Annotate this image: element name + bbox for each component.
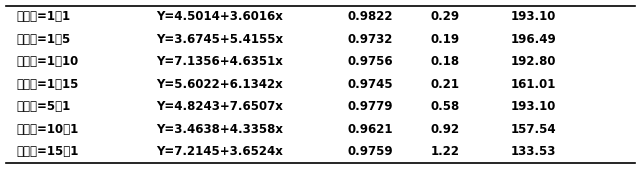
Text: 193.10: 193.10 bbox=[510, 100, 556, 113]
Text: Y=4.8243+7.6507x: Y=4.8243+7.6507x bbox=[156, 100, 283, 113]
Text: 氰：啮=10：1: 氰：啮=10：1 bbox=[16, 123, 78, 135]
Text: 氰：啮=5：1: 氰：啮=5：1 bbox=[16, 100, 70, 113]
Text: 0.9822: 0.9822 bbox=[348, 10, 393, 23]
Text: 0.92: 0.92 bbox=[431, 123, 460, 135]
Text: 1.22: 1.22 bbox=[431, 145, 459, 158]
Text: Y=4.5014+3.6016x: Y=4.5014+3.6016x bbox=[156, 10, 283, 23]
Text: 161.01: 161.01 bbox=[510, 78, 556, 91]
Text: 0.9756: 0.9756 bbox=[348, 55, 394, 68]
Text: 0.21: 0.21 bbox=[431, 78, 459, 91]
Text: Y=5.6022+6.1342x: Y=5.6022+6.1342x bbox=[156, 78, 283, 91]
Text: 0.29: 0.29 bbox=[431, 10, 460, 23]
Text: Y=7.1356+4.6351x: Y=7.1356+4.6351x bbox=[156, 55, 283, 68]
Text: 157.54: 157.54 bbox=[510, 123, 556, 135]
Text: 0.19: 0.19 bbox=[431, 33, 460, 46]
Text: 0.9621: 0.9621 bbox=[348, 123, 393, 135]
Text: 192.80: 192.80 bbox=[510, 55, 556, 68]
Text: 氰：啮=1：15: 氰：啮=1：15 bbox=[16, 78, 78, 91]
Text: 0.9745: 0.9745 bbox=[348, 78, 394, 91]
Text: 氰：啮=1：1: 氰：啮=1：1 bbox=[16, 10, 70, 23]
Text: 0.9759: 0.9759 bbox=[348, 145, 394, 158]
Text: 氰：啮=15：1: 氰：啮=15：1 bbox=[16, 145, 78, 158]
Text: 193.10: 193.10 bbox=[510, 10, 556, 23]
Text: 196.49: 196.49 bbox=[510, 33, 556, 46]
Text: 0.9779: 0.9779 bbox=[348, 100, 393, 113]
Text: 133.53: 133.53 bbox=[510, 145, 556, 158]
Text: 0.58: 0.58 bbox=[431, 100, 460, 113]
Text: Y=7.2145+3.6524x: Y=7.2145+3.6524x bbox=[156, 145, 283, 158]
Text: Y=3.6745+5.4155x: Y=3.6745+5.4155x bbox=[156, 33, 283, 46]
Text: Y=3.4638+4.3358x: Y=3.4638+4.3358x bbox=[156, 123, 283, 135]
Text: 0.18: 0.18 bbox=[431, 55, 460, 68]
Text: 氰：啮=1：10: 氰：啮=1：10 bbox=[16, 55, 78, 68]
Text: 氰：啮=1：5: 氰：啮=1：5 bbox=[16, 33, 70, 46]
Text: 0.9732: 0.9732 bbox=[348, 33, 393, 46]
